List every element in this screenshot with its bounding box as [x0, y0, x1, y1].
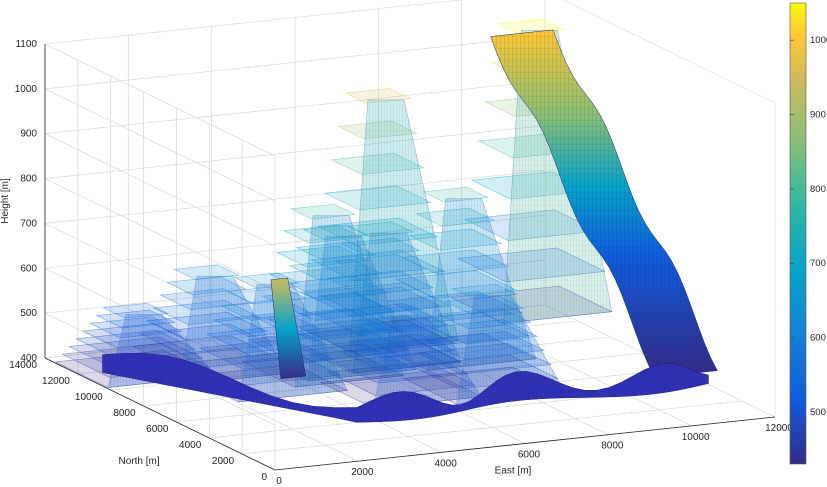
z-tick-label: 1100	[15, 39, 37, 50]
colorbar-tick-label: 800	[810, 184, 826, 195]
x-tick-label: 10000	[682, 432, 710, 443]
colorbar-tick-label: 1000	[810, 35, 827, 46]
grid-line	[44, 170, 546, 224]
y-tick-label: 4000	[179, 440, 202, 451]
z-tick-label: 1000	[15, 84, 38, 95]
grid-line	[44, 80, 546, 135]
colorbar-tick-label: 500	[810, 407, 826, 418]
grid-line	[562, 0, 776, 104]
grid-line	[242, 400, 743, 455]
z-tick-label: 700	[20, 218, 37, 229]
terrain-face	[373, 317, 482, 409]
x-axis-label: East [m]	[495, 466, 532, 477]
terrain-base-mesh	[102, 353, 709, 423]
colorbar-tick-label: 900	[810, 110, 826, 121]
x-tick-label: 6000	[518, 450, 541, 461]
terrain-ridge-mesh	[490, 29, 718, 378]
z-axis-label: Height [m]	[0, 178, 11, 224]
terrain-ridge	[270, 277, 307, 380]
z-tick-label: 400	[20, 353, 37, 364]
grid-line	[44, 0, 464, 45]
axes: 0 2000 4000 6000 8000 10000 12000 0 2000 4000 6000…	[0, 39, 793, 487]
grid-line	[44, 125, 546, 179]
grid-line	[44, 43, 276, 157]
terrain-face	[373, 317, 483, 409]
z-tick-label: 800	[20, 174, 37, 185]
y-axis-line	[44, 357, 276, 471]
x-tick-label: 12000	[765, 423, 793, 434]
y-tick-label: 14000	[9, 360, 37, 371]
z-tick-label: 500	[20, 308, 37, 319]
y-tick-label: 6000	[146, 424, 169, 435]
x-axis-line	[274, 416, 776, 471]
grid-line	[44, 178, 276, 291]
y-axis-label: North [m]	[119, 456, 160, 467]
x-tick-label: 4000	[435, 458, 458, 469]
x-tick-label: 2000	[351, 467, 374, 478]
grid-line	[44, 35, 546, 90]
y-tick-label: 10000	[75, 392, 103, 403]
x-tick-label: 0	[276, 476, 282, 487]
grid-line	[44, 88, 276, 202]
terrain-surface	[54, 18, 718, 423]
y-tick-label: 8000	[113, 408, 136, 419]
colorbar-bar	[789, 2, 807, 465]
z-tick-label: 600	[20, 263, 37, 274]
y-tick-label: 0	[261, 472, 267, 483]
colorbar-tick-label: 700	[810, 258, 826, 269]
x-tick-label: 8000	[601, 441, 624, 452]
colorbar: 500 600 700 800 900 1000	[789, 2, 827, 465]
y-tick-label: 2000	[212, 456, 235, 467]
y-tick-label: 12000	[42, 376, 70, 387]
z-tick-label: 900	[20, 129, 37, 140]
colorbar-tick-label: 600	[810, 333, 826, 344]
grid-line	[44, 133, 276, 247]
